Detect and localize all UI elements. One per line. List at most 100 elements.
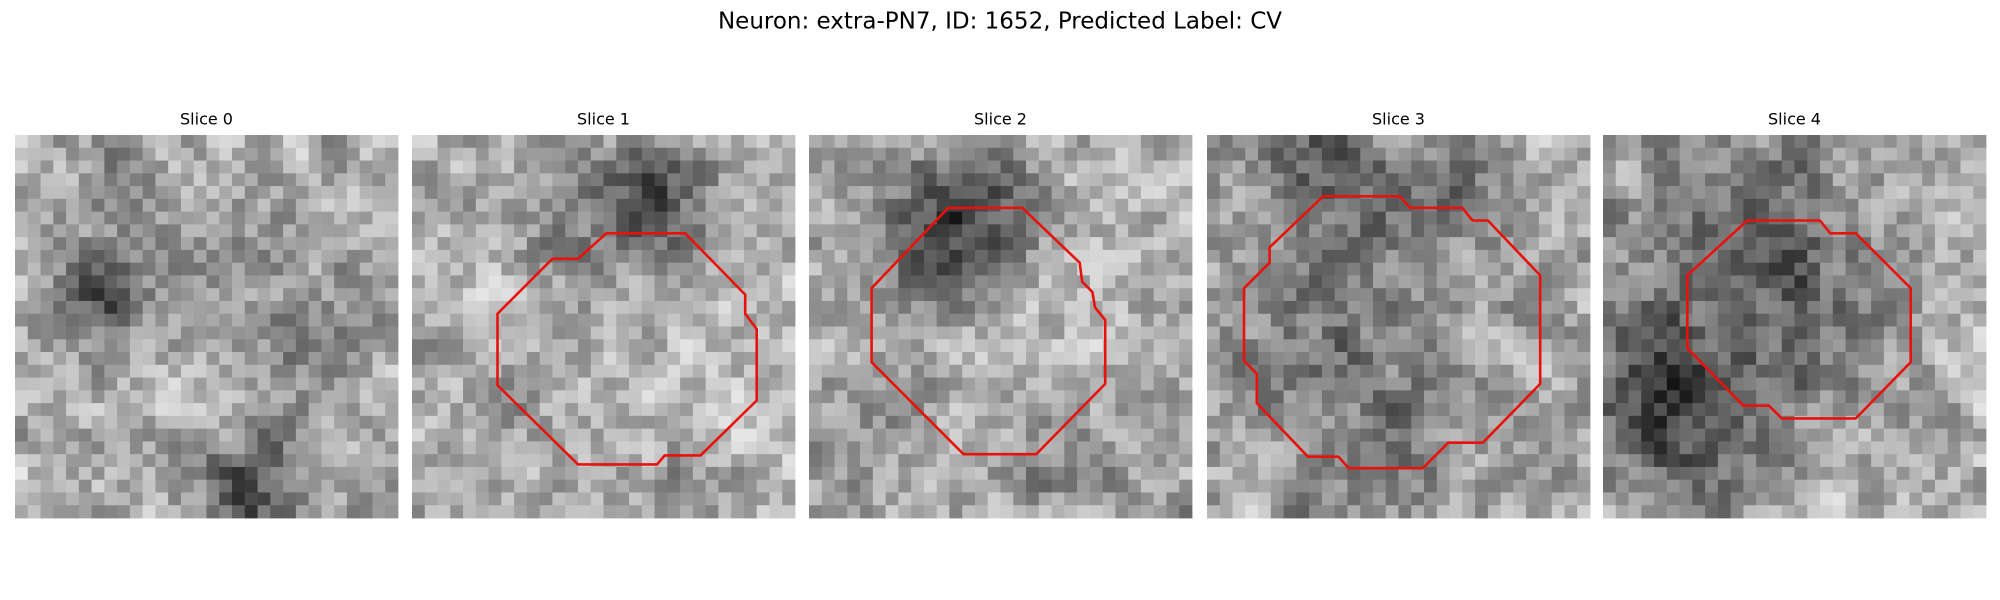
- pixel: [27, 492, 41, 506]
- pixel: [66, 505, 80, 519]
- pixel: [193, 288, 207, 302]
- pixel: [15, 441, 29, 455]
- pixel: [1245, 479, 1259, 493]
- pixel: [1934, 403, 1949, 417]
- pixel: [1526, 466, 1540, 481]
- pixel: [1487, 198, 1502, 212]
- pixel: [987, 249, 1001, 264]
- pixel: [809, 390, 823, 404]
- pixel: [1051, 428, 1065, 442]
- pixel: [1077, 454, 1091, 468]
- pixel: [1768, 198, 1783, 212]
- pixel: [372, 415, 386, 430]
- pixel: [705, 364, 719, 378]
- pixel: [769, 466, 783, 481]
- pixel: [1883, 237, 1898, 251]
- pixel: [974, 390, 989, 404]
- pixel: [936, 313, 950, 327]
- pixel: [1038, 428, 1052, 442]
- pixel: [692, 492, 707, 506]
- pixel: [898, 441, 912, 455]
- pixel: [860, 211, 874, 225]
- pixel: [1166, 466, 1180, 481]
- pixel: [1717, 339, 1732, 353]
- pixel: [718, 160, 732, 174]
- pixel: [911, 262, 925, 276]
- pixel: [552, 173, 566, 187]
- pixel: [898, 249, 912, 264]
- pixel: [346, 339, 361, 353]
- pixel: [488, 249, 502, 264]
- pixel: [1896, 262, 1910, 276]
- pixel: [731, 326, 745, 340]
- pixel: [1768, 403, 1783, 417]
- pixel: [283, 390, 297, 404]
- pixel: [1385, 249, 1399, 264]
- pixel: [27, 262, 41, 276]
- pixel: [346, 262, 361, 276]
- pixel: [488, 428, 502, 442]
- pixel: [40, 186, 54, 200]
- pixel: [1296, 326, 1310, 340]
- pixel: [283, 211, 297, 225]
- pixel: [847, 160, 861, 174]
- pixel: [450, 237, 464, 251]
- pixel: [1909, 466, 1923, 481]
- pixel: [463, 326, 477, 340]
- pixel: [488, 415, 502, 430]
- pixel: [1232, 441, 1246, 455]
- pixel: [654, 224, 668, 238]
- pixel: [1577, 479, 1591, 493]
- pixel: [1832, 403, 1846, 417]
- pixel: [1000, 313, 1014, 327]
- pixel: [104, 454, 118, 468]
- pixel: [1077, 377, 1091, 391]
- pixel: [552, 441, 566, 455]
- pixel: [872, 300, 886, 315]
- pixel: [1794, 173, 1808, 187]
- pixel: [1781, 441, 1795, 455]
- pixel: [923, 492, 938, 506]
- pixel: [1411, 249, 1425, 264]
- pixel: [1832, 262, 1846, 276]
- pixel: [692, 135, 707, 149]
- pixel: [1845, 326, 1859, 340]
- pixel: [974, 454, 989, 468]
- pixel: [949, 211, 963, 225]
- pixel: [1013, 454, 1027, 468]
- pixel: [155, 364, 169, 378]
- pixel: [1730, 147, 1744, 161]
- pixel: [987, 211, 1001, 225]
- pixel: [1692, 186, 1706, 200]
- pixel: [821, 505, 835, 519]
- pixel: [577, 249, 592, 264]
- pixel: [1500, 390, 1514, 404]
- pixel: [1564, 352, 1578, 366]
- pixel: [962, 147, 976, 161]
- pixel: [117, 300, 131, 315]
- pixel: [1756, 147, 1770, 161]
- pixel: [1641, 505, 1655, 519]
- pixel: [911, 198, 925, 212]
- pixel: [1513, 300, 1527, 315]
- pixel: [244, 288, 258, 302]
- pixel: [860, 441, 874, 455]
- pixel: [1768, 147, 1783, 161]
- pixel: [526, 198, 541, 212]
- pixel: [885, 313, 899, 327]
- pixel: [270, 135, 284, 149]
- pixel: [1692, 505, 1706, 519]
- pixel: [1372, 415, 1387, 430]
- pixel: [1820, 262, 1834, 276]
- pixel: [769, 479, 783, 493]
- pixel: [1077, 300, 1091, 315]
- pixel: [1820, 466, 1834, 481]
- pixel: [1883, 198, 1898, 212]
- pixel: [705, 249, 719, 264]
- pixel: [1487, 224, 1502, 238]
- pixel: [168, 479, 182, 493]
- pixel: [1296, 186, 1310, 200]
- pixel: [962, 415, 976, 430]
- pixel: [590, 466, 604, 481]
- pixel: [1372, 147, 1387, 161]
